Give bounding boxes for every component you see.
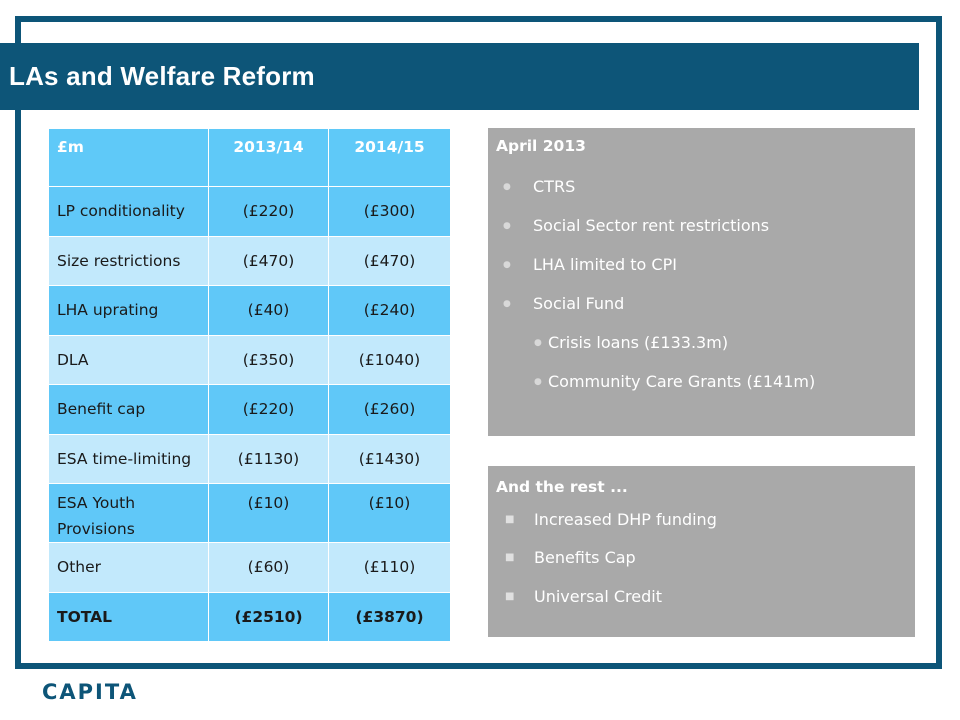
value-2013-14: (£1130) <box>208 433 329 484</box>
list-item: ● Social Fund <box>496 284 907 323</box>
dot-bullet-icon: ● <box>534 376 542 387</box>
slide-frame <box>15 16 942 669</box>
value-2013-14: (£220) <box>208 384 329 435</box>
row-label: Other <box>48 542 209 593</box>
sub-list-item: ● Crisis loans (£133.3m) <box>496 323 907 362</box>
square-bullet-icon: ■ <box>505 590 515 602</box>
row-label: LHA uprating <box>48 285 209 336</box>
and-the-rest-panel: And the rest ... ■ Increased DHP funding… <box>488 466 915 637</box>
value-2014-15: (£10) <box>328 483 451 543</box>
table-total-row: TOTAL (£2510) (£3870) <box>48 591 451 642</box>
list-item: ● LHA limited to CPI <box>496 245 907 284</box>
value-2013-14: (£2510) <box>208 591 329 642</box>
column-header-2014-15: 2014/15 <box>328 128 451 187</box>
list-item: ■ Increased DHP funding <box>496 500 907 539</box>
capita-logo: CAPITA <box>42 680 138 704</box>
dot-bullet-icon: ● <box>503 181 511 192</box>
row-label: DLA <box>48 334 209 385</box>
table-row: DLA (£350) (£1040) <box>48 334 451 385</box>
panel-heading: And the rest ... <box>496 478 628 496</box>
dot-bullet-icon: ● <box>503 259 511 270</box>
value-2013-14: (£470) <box>208 235 329 286</box>
value-2014-15: (£110) <box>328 542 451 593</box>
table-header-row: £m 2013/14 2014/15 <box>48 128 451 187</box>
title-bar: LAs and Welfare Reform <box>0 43 919 110</box>
table-row: LHA uprating (£40) (£240) <box>48 285 451 336</box>
slide-title: LAs and Welfare Reform <box>9 61 315 91</box>
value-2014-15: (£240) <box>328 285 451 336</box>
value-2013-14: (£40) <box>208 285 329 336</box>
row-label: TOTAL <box>48 591 209 642</box>
table-row: ESA Youth Provisions (£10) (£10) <box>48 483 451 543</box>
value-2014-15: (£1040) <box>328 334 451 385</box>
square-bullet-icon: ■ <box>505 513 515 525</box>
row-label: Size restrictions <box>48 235 209 286</box>
table-row: ESA time-limiting (£1130) (£1430) <box>48 433 451 484</box>
column-header-unit: £m <box>48 128 209 187</box>
row-label: ESA time-limiting <box>48 433 209 484</box>
list-item: ■ Universal Credit <box>496 577 907 616</box>
list-item-text: Social Sector rent restrictions <box>533 216 770 235</box>
value-2014-15: (£470) <box>328 235 451 286</box>
list-item: ● Social Sector rent restrictions <box>496 206 907 245</box>
list-item-text: CTRS <box>533 177 576 196</box>
value-2014-15: (£260) <box>328 384 451 435</box>
table-row: Other (£60) (£110) <box>48 542 451 593</box>
april-2013-panel: April 2013 ● CTRS ● Social Sector rent r… <box>488 128 915 436</box>
list-item-text: LHA limited to CPI <box>533 255 677 274</box>
value-2013-14: (£60) <box>208 542 329 593</box>
list-item-text: Universal Credit <box>534 586 662 606</box>
dot-bullet-icon: ● <box>503 220 511 231</box>
list-item-text: Crisis loans (£133.3m) <box>548 333 729 352</box>
square-bullet-icon: ■ <box>505 552 515 564</box>
list-item-text: Benefits Cap <box>534 548 636 568</box>
sub-list-item: ● Community Care Grants (£141m) <box>496 362 907 401</box>
list-item-text: Community Care Grants (£141m) <box>548 372 816 391</box>
value-2013-14: (£10) <box>208 483 329 543</box>
welfare-reform-table: £m 2013/14 2014/15 LP conditionality (£2… <box>48 128 451 642</box>
value-2013-14: (£220) <box>208 186 329 237</box>
dot-bullet-icon: ● <box>534 337 542 348</box>
table-row: Benefit cap (£220) (£260) <box>48 384 451 435</box>
value-2013-14: (£350) <box>208 334 329 385</box>
table-row: Size restrictions (£470) (£470) <box>48 235 451 286</box>
panel-heading: April 2013 <box>496 137 586 155</box>
dot-bullet-icon: ● <box>503 298 511 309</box>
row-label: LP conditionality <box>48 186 209 237</box>
value-2014-15: (£3870) <box>328 591 451 642</box>
list-item: ■ Benefits Cap <box>496 539 907 578</box>
list-item-text: Social Fund <box>533 294 625 313</box>
value-2014-15: (£1430) <box>328 433 451 484</box>
list-item-text: Increased DHP funding <box>534 509 717 529</box>
value-2014-15: (£300) <box>328 186 451 237</box>
table-row: LP conditionality (£220) (£300) <box>48 186 451 237</box>
column-header-2013-14: 2013/14 <box>208 128 329 187</box>
row-label: ESA Youth Provisions <box>48 483 209 543</box>
row-label: Benefit cap <box>48 384 209 435</box>
list-item: ● CTRS <box>496 167 907 206</box>
